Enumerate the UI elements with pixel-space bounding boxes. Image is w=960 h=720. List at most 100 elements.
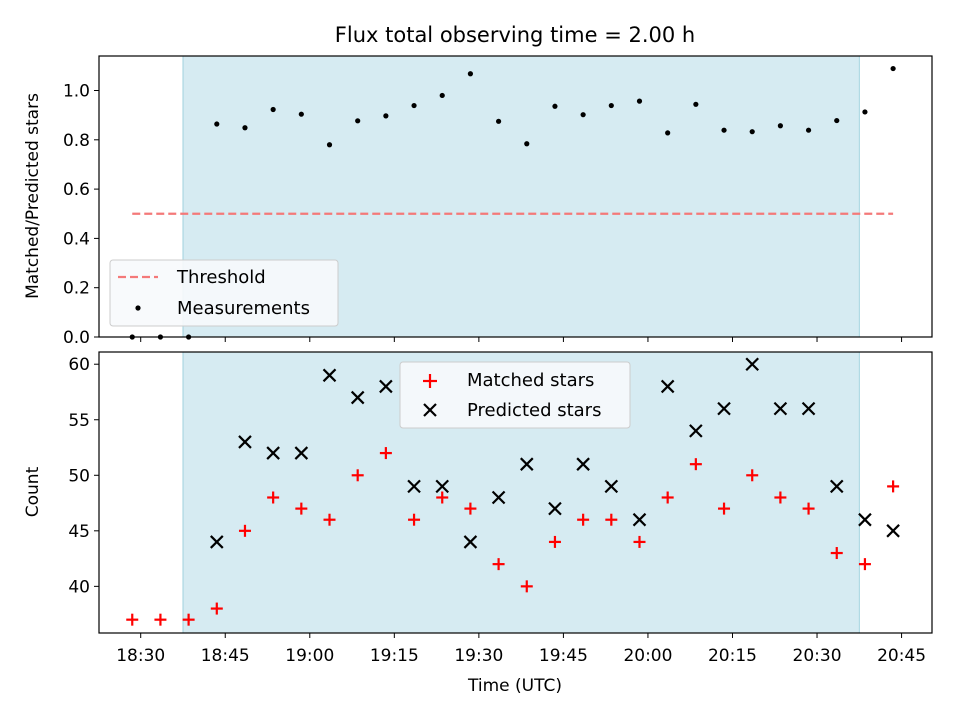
measurement-point bbox=[721, 127, 727, 133]
predicted-star-points bbox=[210, 357, 900, 549]
top-panel: 0.0 0.2 0.4 0.6 0.8 1.0 Matched/Predicted sta… bbox=[23, 55, 933, 348]
legend-predicted-swatch bbox=[423, 403, 437, 417]
y-tick-label: 0.8 bbox=[63, 131, 90, 151]
matched-star-point bbox=[633, 535, 646, 548]
measurement-point bbox=[862, 109, 868, 115]
measurement-point bbox=[298, 111, 304, 117]
x-tick-label: 20:15 bbox=[708, 646, 757, 666]
matched-star-point bbox=[661, 491, 674, 504]
predicted-star-point bbox=[379, 379, 393, 394]
legend-threshold-label: Threshold bbox=[176, 267, 266, 288]
predicted-star-point bbox=[210, 535, 224, 549]
y-tick-label: 60 bbox=[68, 355, 90, 375]
measurement-point bbox=[242, 125, 248, 131]
measurement-point bbox=[693, 101, 699, 107]
predicted-star-point bbox=[407, 479, 421, 494]
measurement-point bbox=[524, 141, 530, 147]
matched-star-point bbox=[379, 447, 392, 460]
legend-matched-swatch bbox=[423, 374, 437, 388]
top-axes-frame bbox=[98, 55, 933, 338]
matched-star-point bbox=[408, 513, 421, 526]
x-tick-label: 18:30 bbox=[116, 646, 165, 666]
measurement-point bbox=[636, 98, 643, 104]
y-tick-label: 45 bbox=[68, 522, 90, 542]
measurement-point bbox=[608, 102, 614, 109]
predicted-star-point bbox=[322, 368, 337, 383]
y-tick-label: 0.4 bbox=[63, 229, 90, 249]
x-tick-label: 20:00 bbox=[623, 646, 672, 666]
predicted-star-point bbox=[548, 501, 562, 516]
matched-star-point bbox=[436, 491, 449, 504]
measurement-point bbox=[355, 118, 361, 124]
matched-star-point bbox=[464, 502, 477, 515]
y-tick-label: 0.6 bbox=[63, 180, 90, 200]
predicted-star-point bbox=[829, 479, 844, 494]
measurement-point bbox=[665, 130, 671, 136]
matched-star-point bbox=[718, 502, 731, 515]
legend-predicted-label: Predicted stars bbox=[467, 400, 601, 421]
predicted-star-point bbox=[463, 535, 478, 549]
measurement-point bbox=[552, 103, 558, 109]
chart-title: Flux total observing time = 2.00 h bbox=[335, 23, 695, 47]
predicted-star-point bbox=[745, 357, 759, 371]
measurement-point bbox=[439, 92, 445, 99]
y-tick-label: 0.0 bbox=[63, 328, 90, 348]
measurement-point bbox=[580, 112, 586, 118]
matched-star-point bbox=[887, 480, 900, 493]
predicted-star-point bbox=[576, 457, 590, 471]
predicted-star-point bbox=[632, 512, 647, 527]
predicted-star-point bbox=[294, 446, 309, 460]
legend-matched-label: Matched stars bbox=[467, 370, 594, 391]
matched-star-point bbox=[492, 558, 505, 571]
predicted-star-point bbox=[858, 512, 872, 527]
matched-star-point bbox=[746, 469, 759, 482]
legend-measurements-label: Measurements bbox=[177, 298, 310, 319]
x-axis-ticks: 18:30 18:45 19:00 19:15 19:30 19:45 20:00 20:15… bbox=[116, 337, 926, 666]
matched-star-point bbox=[802, 502, 815, 515]
x-tick-label: 19:45 bbox=[539, 646, 588, 666]
measurement-point bbox=[834, 117, 840, 124]
predicted-star-point bbox=[801, 401, 816, 416]
matched-star-point bbox=[238, 524, 251, 537]
x-tick-label: 20:45 bbox=[877, 646, 926, 666]
measurement-point bbox=[467, 71, 474, 77]
predicted-star-point bbox=[717, 401, 731, 416]
x-tick-label: 19:15 bbox=[370, 646, 419, 666]
predicted-star-point bbox=[604, 479, 619, 494]
x-tick-label: 20:30 bbox=[793, 646, 842, 666]
top-y-axis-label: Matched/Predicted stars bbox=[23, 93, 43, 299]
measurement-point bbox=[383, 113, 389, 119]
y-tick-label: 40 bbox=[68, 577, 90, 597]
predicted-star-point bbox=[266, 446, 280, 460]
y-tick-label: 55 bbox=[68, 411, 90, 431]
matched-star-point bbox=[351, 469, 364, 482]
measurement-point bbox=[411, 102, 417, 109]
y-tick-label: 1.0 bbox=[63, 82, 90, 102]
matched-star-point bbox=[577, 513, 590, 526]
predicted-star-point bbox=[350, 390, 365, 405]
y-tick-label: 50 bbox=[68, 466, 90, 486]
matched-star-point bbox=[605, 513, 618, 526]
x-tick-label: 19:30 bbox=[454, 646, 503, 666]
matched-star-point bbox=[154, 613, 167, 626]
bottom-legend-box bbox=[399, 361, 631, 429]
measurement-point bbox=[749, 129, 755, 135]
predicted-star-point bbox=[886, 524, 900, 538]
matched-star-point bbox=[126, 613, 139, 626]
matched-star-point bbox=[520, 580, 533, 593]
matched-star-point bbox=[267, 491, 280, 504]
top-legend: Threshold Measurements bbox=[109, 259, 339, 327]
measurement-point bbox=[214, 121, 220, 127]
measurement-point bbox=[270, 106, 276, 113]
y-tick-label: 0.2 bbox=[63, 279, 90, 299]
predicted-star-point bbox=[238, 435, 252, 449]
x-tick-label: 19:00 bbox=[285, 646, 334, 666]
matched-star-point bbox=[774, 491, 787, 504]
measurement-point bbox=[805, 127, 812, 133]
predicted-star-point bbox=[435, 479, 450, 494]
predicted-star-point bbox=[519, 457, 534, 471]
measurement-point bbox=[890, 65, 896, 72]
matched-star-point bbox=[830, 547, 843, 560]
predicted-star-point bbox=[660, 379, 675, 394]
